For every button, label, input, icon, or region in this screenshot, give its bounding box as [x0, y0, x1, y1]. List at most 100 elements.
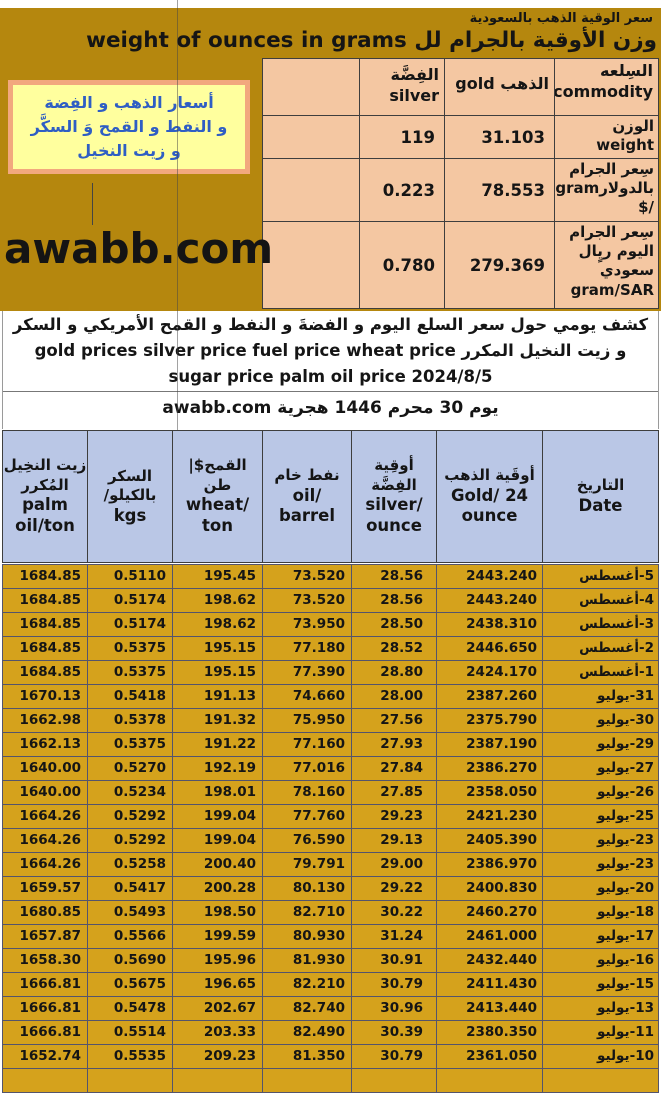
ounce-table-header-cell[interactable]: السِلعه commodity: [555, 59, 658, 115]
price-cell-partial[interactable]: [263, 1069, 351, 1092]
price-cell-sugar[interactable]: 0.5270: [88, 757, 172, 780]
price-cell-silver[interactable]: 28.56: [352, 565, 436, 588]
ounce-table-header-cell[interactable]: الذهب gold: [445, 59, 554, 115]
price-cell-date[interactable]: 23-يوليو: [543, 853, 658, 876]
price-cell-oil[interactable]: 73.950: [263, 613, 351, 636]
price-cell-palm-oil[interactable]: 1662.98: [3, 709, 87, 732]
price-cell-date[interactable]: 31-يوليو: [543, 685, 658, 708]
price-cell-gold[interactable]: 2361.050: [437, 1045, 542, 1068]
price-cell-date[interactable]: 26-يوليو: [543, 781, 658, 804]
price-cell-wheat[interactable]: 191.22: [173, 733, 262, 756]
ounce-table-cell[interactable]: [263, 159, 359, 221]
price-cell-silver[interactable]: 28.80: [352, 661, 436, 684]
price-cell-date[interactable]: 30-يوليو: [543, 709, 658, 732]
price-cell-oil[interactable]: 80.130: [263, 877, 351, 900]
price-cell-sugar[interactable]: 0.5292: [88, 805, 172, 828]
price-cell-date[interactable]: 29-يوليو: [543, 733, 658, 756]
price-cell-date[interactable]: 11-يوليو: [543, 1021, 658, 1044]
price-cell-silver[interactable]: 29.13: [352, 829, 436, 852]
price-cell-palm-oil[interactable]: 1666.81: [3, 1021, 87, 1044]
price-cell-date[interactable]: 13-يوليو: [543, 997, 658, 1020]
ounce-table-cell[interactable]: 78.553: [445, 159, 554, 221]
price-cell-oil[interactable]: 81.350: [263, 1045, 351, 1068]
price-cell-silver[interactable]: 29.22: [352, 877, 436, 900]
ounce-table-cell[interactable]: 119: [360, 116, 444, 158]
price-cell-wheat[interactable]: 203.33: [173, 1021, 262, 1044]
price-cell-date[interactable]: 3-أغسطس: [543, 613, 658, 636]
ounce-table-cell[interactable]: 0.223: [360, 159, 444, 221]
price-cell-sugar[interactable]: 0.5514: [88, 1021, 172, 1044]
price-cell-oil[interactable]: 77.390: [263, 661, 351, 684]
price-cell-sugar[interactable]: 0.5690: [88, 949, 172, 972]
price-cell-sugar[interactable]: 0.5675: [88, 973, 172, 996]
price-cell-oil[interactable]: 75.950: [263, 709, 351, 732]
price-cell-silver[interactable]: 28.52: [352, 637, 436, 660]
ounce-table-cell[interactable]: [263, 116, 359, 158]
price-cell-oil[interactable]: 77.160: [263, 733, 351, 756]
price-cell-palm-oil[interactable]: 1684.85: [3, 661, 87, 684]
price-cell-gold[interactable]: 2375.790: [437, 709, 542, 732]
price-cell-palm-oil[interactable]: 1662.13: [3, 733, 87, 756]
price-cell-palm-oil[interactable]: 1684.85: [3, 565, 87, 588]
price-cell-date[interactable]: 1-أغسطس: [543, 661, 658, 684]
price-cell-wheat[interactable]: 196.65: [173, 973, 262, 996]
price-cell-oil[interactable]: 82.740: [263, 997, 351, 1020]
price-cell-partial[interactable]: [88, 1069, 172, 1092]
price-cell-gold[interactable]: 2460.270: [437, 901, 542, 924]
price-cell-oil[interactable]: 77.180: [263, 637, 351, 660]
price-cell-sugar[interactable]: 0.5566: [88, 925, 172, 948]
price-cell-date[interactable]: 23-يوليو: [543, 829, 658, 852]
price-cell-gold[interactable]: 2358.050: [437, 781, 542, 804]
price-cell-sugar[interactable]: 0.5258: [88, 853, 172, 876]
price-cell-date[interactable]: 10-يوليو: [543, 1045, 658, 1068]
price-cell-wheat[interactable]: 198.01: [173, 781, 262, 804]
ounce-table-cell[interactable]: سِعر الجرام اليوم ريٍال سعودي gram/SAR: [555, 222, 658, 308]
price-cell-palm-oil[interactable]: 1640.00: [3, 781, 87, 804]
price-cell-silver[interactable]: 30.79: [352, 973, 436, 996]
price-cell-oil[interactable]: 76.590: [263, 829, 351, 852]
price-cell-oil[interactable]: 80.930: [263, 925, 351, 948]
price-cell-sugar[interactable]: 0.5375: [88, 661, 172, 684]
price-cell-sugar[interactable]: 0.5234: [88, 781, 172, 804]
price-cell-gold[interactable]: 2438.310: [437, 613, 542, 636]
price-cell-palm-oil[interactable]: 1640.00: [3, 757, 87, 780]
price-cell-wheat[interactable]: 195.15: [173, 661, 262, 684]
price-cell-sugar[interactable]: 0.5478: [88, 997, 172, 1020]
price-cell-wheat[interactable]: 198.62: [173, 589, 262, 612]
price-cell-oil[interactable]: 78.160: [263, 781, 351, 804]
price-cell-gold[interactable]: 2461.000: [437, 925, 542, 948]
price-cell-oil[interactable]: 77.016: [263, 757, 351, 780]
price-cell-wheat[interactable]: 198.50: [173, 901, 262, 924]
price-cell-gold[interactable]: 2405.390: [437, 829, 542, 852]
price-cell-gold[interactable]: 2421.230: [437, 805, 542, 828]
price-cell-sugar[interactable]: 0.5493: [88, 901, 172, 924]
price-cell-date[interactable]: 16-يوليو: [543, 949, 658, 972]
price-cell-oil[interactable]: 82.710: [263, 901, 351, 924]
price-cell-date[interactable]: 17-يوليو: [543, 925, 658, 948]
ounce-table-cell[interactable]: 0.780: [360, 222, 444, 308]
price-cell-date[interactable]: 4-أغسطس: [543, 589, 658, 612]
price-cell-silver[interactable]: 30.39: [352, 1021, 436, 1044]
price-cell-sugar[interactable]: 0.5174: [88, 589, 172, 612]
price-cell-sugar[interactable]: 0.5292: [88, 829, 172, 852]
price-cell-silver[interactable]: 27.56: [352, 709, 436, 732]
price-cell-silver[interactable]: 29.00: [352, 853, 436, 876]
ounce-table-cell[interactable]: 31.103: [445, 116, 554, 158]
price-cell-gold[interactable]: 2386.270: [437, 757, 542, 780]
price-cell-silver[interactable]: 27.85: [352, 781, 436, 804]
price-cell-gold[interactable]: 2432.440: [437, 949, 542, 972]
price-cell-date[interactable]: 5-أغسطس: [543, 565, 658, 588]
price-cell-palm-oil[interactable]: 1670.13: [3, 685, 87, 708]
price-cell-palm-oil[interactable]: 1664.26: [3, 853, 87, 876]
price-cell-date[interactable]: 27-يوليو: [543, 757, 658, 780]
price-cell-palm-oil[interactable]: 1659.57: [3, 877, 87, 900]
price-cell-palm-oil[interactable]: 1684.85: [3, 613, 87, 636]
ounce-table-cell[interactable]: [263, 222, 359, 308]
price-cell-palm-oil[interactable]: 1664.26: [3, 829, 87, 852]
price-cell-sugar[interactable]: 0.5375: [88, 637, 172, 660]
price-cell-gold[interactable]: 2443.240: [437, 589, 542, 612]
price-cell-silver[interactable]: 28.00: [352, 685, 436, 708]
price-cell-palm-oil[interactable]: 1666.81: [3, 997, 87, 1020]
ounce-table-cell[interactable]: سِعر الجرام بالدولارgram /$: [555, 159, 658, 221]
price-cell-date[interactable]: 25-يوليو: [543, 805, 658, 828]
